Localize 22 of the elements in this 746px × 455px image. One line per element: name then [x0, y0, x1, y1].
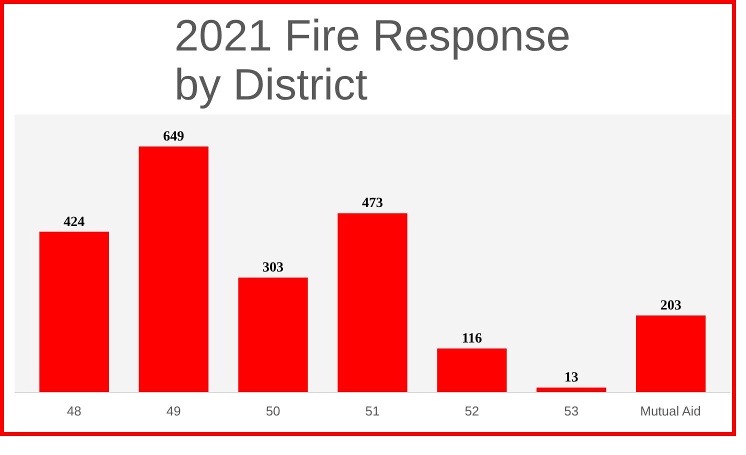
- data-label: 13: [564, 370, 578, 386]
- x-tick-label: 50: [266, 404, 280, 418]
- data-label: 116: [462, 332, 482, 347]
- x-tick-label: 51: [365, 404, 380, 418]
- data-label: 203: [660, 298, 682, 314]
- x-tick-label: 53: [564, 404, 579, 418]
- bar: [39, 232, 109, 392]
- bar: [338, 213, 408, 392]
- bar: [536, 388, 606, 392]
- bar: [238, 278, 308, 392]
- x-tick-label: Mutual Aid: [640, 404, 701, 418]
- data-label: 303: [262, 260, 284, 276]
- bar: [437, 348, 507, 392]
- data-label: 424: [64, 214, 85, 230]
- data-label: 473: [362, 196, 383, 212]
- x-tick-label: 49: [166, 404, 181, 418]
- x-tick-label: 52: [464, 404, 480, 418]
- data-label: 649: [163, 129, 184, 144]
- x-tick-label: 48: [66, 404, 82, 418]
- bar: [636, 316, 706, 392]
- bar: [138, 146, 208, 392]
- chart-title: 2021 Fire Response by District: [174, 12, 571, 110]
